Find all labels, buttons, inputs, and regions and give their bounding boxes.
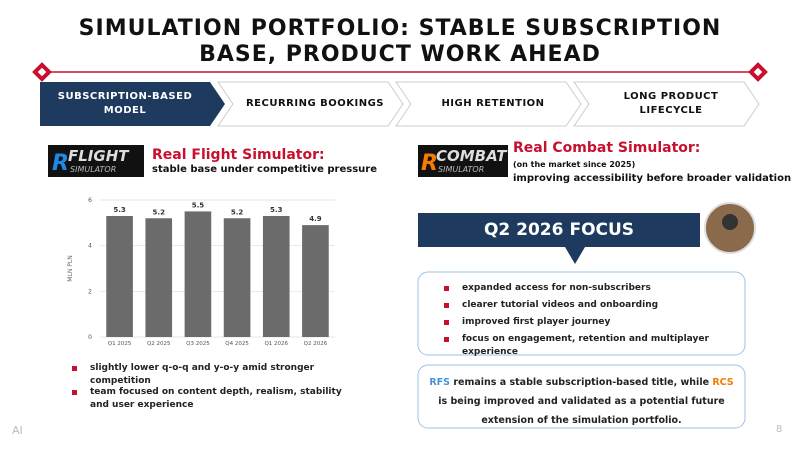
logo-text: SIMULATOR bbox=[70, 165, 117, 174]
bullet-marker bbox=[444, 320, 449, 325]
svg-text:R: R bbox=[421, 151, 438, 176]
value-label: 5.3 bbox=[113, 206, 126, 214]
focus-text: Q2 2026 bbox=[483, 220, 564, 240]
subheading: stable base under competitive pressure bbox=[152, 164, 378, 175]
bullet-text: slightly lower q-o-q and y-o-y amid stro… bbox=[90, 363, 315, 386]
x-tick-label: Q4 2025 bbox=[225, 341, 249, 347]
logo-text: SIMULATOR bbox=[438, 165, 485, 174]
bullet-marker bbox=[72, 390, 77, 395]
value-label: 5.2 bbox=[153, 208, 166, 216]
summary-part: RCS bbox=[712, 377, 734, 388]
step-label: LONG PRODUCT LIFECYCLE bbox=[623, 91, 719, 116]
summary-part: remains a stable subscription-based titl… bbox=[450, 377, 713, 388]
svg-text:R: R bbox=[52, 151, 69, 176]
x-tick-label: Q1 2026 bbox=[264, 341, 288, 347]
value-label: 5.5 bbox=[192, 201, 205, 209]
bar bbox=[262, 215, 290, 337]
focus-banner: Q2 2026 FOCUS bbox=[418, 213, 700, 247]
summary: RFS remains a stable subscription-based … bbox=[428, 373, 735, 430]
step-label: SUBSCRIPTION-BASED MODEL bbox=[57, 91, 193, 116]
bullet-marker bbox=[444, 286, 449, 291]
x-tick-label: Q2 2026 bbox=[304, 341, 328, 347]
summary-part: RFS bbox=[429, 377, 451, 388]
page-number: 8 bbox=[776, 424, 783, 435]
y-axis-label: MLN PLN bbox=[67, 255, 74, 281]
value-label: 4.9 bbox=[309, 215, 322, 223]
bullet-text: team focused on content depth, realism, … bbox=[90, 387, 342, 410]
x-tick-label: Q3 2025 bbox=[186, 341, 210, 347]
bullet-text: improved first player journey bbox=[462, 317, 611, 327]
note: (on the market since 2025) bbox=[513, 160, 636, 169]
bar bbox=[184, 211, 212, 337]
logo-text: COMBAT bbox=[436, 147, 507, 165]
y-tick-label: 4 bbox=[88, 243, 92, 250]
bar bbox=[302, 225, 329, 337]
step-label: RECURRING BOOKINGS bbox=[245, 98, 385, 109]
y-tick-label: 0 bbox=[88, 334, 92, 341]
x-tick-label: Q1 2025 bbox=[108, 341, 132, 347]
value-label: 5.3 bbox=[270, 206, 283, 214]
bullet-marker bbox=[444, 337, 449, 342]
y-tick-label: 2 bbox=[88, 288, 92, 295]
heading: Real Combat Simulator: bbox=[513, 140, 701, 156]
title-line: SIMULATION PORTFOLIO: STABLE SUBSCRIPTIO… bbox=[78, 16, 722, 41]
footer-mark: AI bbox=[12, 424, 23, 437]
bullet-marker bbox=[444, 303, 449, 308]
bar bbox=[223, 218, 251, 337]
summary-part: is being improved and validated as a pot… bbox=[438, 396, 725, 426]
bullet-marker bbox=[72, 366, 77, 371]
bullet-text: clearer tutorial videos and onboarding bbox=[462, 300, 659, 310]
bar bbox=[145, 218, 173, 337]
subheading: improving accessibility before broader v… bbox=[513, 173, 792, 184]
bar bbox=[106, 215, 133, 337]
bullet-text: focus on engagement, retention and multi… bbox=[462, 334, 709, 357]
logo-text: FLIGHT bbox=[68, 147, 129, 165]
focus-text: FOCUS bbox=[569, 220, 635, 240]
x-tick-label: Q2 2025 bbox=[147, 341, 171, 347]
heading: Real Flight Simulator: bbox=[152, 147, 325, 163]
y-tick-label: 6 bbox=[88, 197, 92, 204]
bullet-text: expanded access for non-subscribers bbox=[462, 283, 651, 293]
value-label: 5.2 bbox=[231, 208, 244, 216]
title-line: BASE, PRODUCT WORK AHEAD bbox=[199, 42, 601, 67]
step-label: HIGH RETENTION bbox=[441, 98, 545, 109]
